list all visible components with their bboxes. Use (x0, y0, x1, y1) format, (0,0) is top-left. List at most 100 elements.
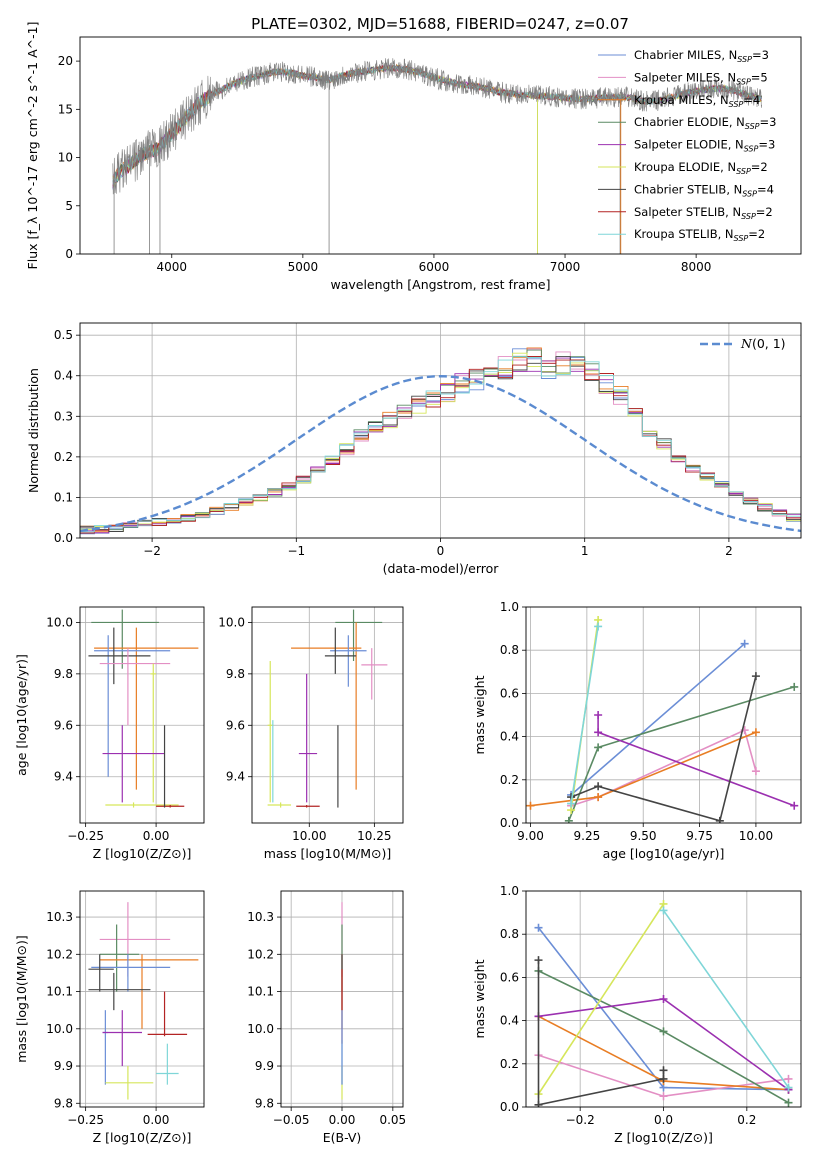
weight-line-salpeter_miles (570, 728, 757, 807)
spectrum-legend: Chabrier MILES, NSSP=3 Salpeter MILES, NS… (598, 48, 776, 243)
weight-marker (784, 1074, 793, 1083)
weight-line-salpeter_elodie (597, 715, 795, 807)
y-tick-label: 0.4 (54, 369, 73, 383)
y-tick-label: 9.8 (226, 667, 245, 681)
legend-label: Chabrier MILES, NSSP=3 (634, 48, 769, 64)
x-axis-label: Z [log10(Z/Z⊙)] (93, 1130, 192, 1145)
legend-label: Kroupa ELODIE, NSSP=2 (634, 160, 768, 176)
y-tick-label: 0.1 (54, 490, 73, 504)
y-tick-label: 1.0 (500, 884, 519, 898)
axes-frame-age_vs_mass (251, 606, 404, 824)
normal-curve (80, 374, 801, 533)
y-tick-label: 10.2 (247, 947, 274, 961)
weight-marker (751, 767, 760, 776)
weight-line-kroupa_stelib (662, 909, 790, 1089)
figure-layer: PLATE=0302, MJD=51688, FIBERID=0247, z=0… (14, 15, 802, 1145)
x-tick-label: 0.00 (143, 829, 170, 843)
y-tick-label: 0 (65, 247, 73, 261)
weight-marker (784, 1098, 793, 1107)
y-tick-label: 10.0 (46, 1022, 73, 1036)
y-axis-label: mass [log10(M/M⊙)] (14, 935, 29, 1063)
x-tick-label: 0.2 (737, 1113, 756, 1127)
weight-marker (534, 923, 543, 932)
x-tick-label: 5000 (288, 260, 319, 274)
y-tick-label: 0.5 (54, 328, 73, 342)
x-tick-label: 8000 (681, 260, 712, 274)
weight-marker (659, 1066, 668, 1075)
x-axis-label: (data-model)/error (383, 561, 500, 576)
legend-label: Chabrier STELIB, NSSP=4 (634, 182, 774, 198)
legend-label: Salpeter ELODIE, NSSP=3 (634, 138, 775, 154)
y-tick-label: 1.0 (500, 600, 519, 614)
axes-age_vs_Z: −0.25 0.00 9.4 9.6 9.8 10.0 (46, 607, 204, 843)
y-tick-label: 0.4 (500, 1014, 519, 1028)
axes-frame-residuals (79, 322, 802, 539)
y-tick-label: 10.0 (247, 1022, 274, 1036)
weight-line-chabrier_elodie (568, 686, 795, 822)
axes-frame-weight_vs_age (525, 606, 802, 824)
x-tick-label: 4000 (156, 260, 187, 274)
y-axis-label: Normed distribution (26, 368, 41, 493)
y-tick-label: 0.8 (500, 643, 519, 657)
x-axis-label: mass [log10(M/M⊙)] (264, 846, 392, 861)
x-axis-label: Z [log10(Z/Z⊙)] (614, 1130, 713, 1145)
x-tick-label: 7000 (550, 260, 581, 274)
weight-marker (567, 799, 576, 808)
y-axis-label: age [log10(age/yr)] (14, 654, 29, 776)
y-tick-label: 15 (58, 102, 73, 116)
x-tick-label: 9.00 (517, 829, 544, 843)
axes-weight_vs_Z: −0.2 0.0 0.2 0.0 0.2 0.4 0.6 0.8 1.0 (500, 884, 801, 1127)
weight-marker (659, 1092, 668, 1101)
x-tick-label: 0.00 (143, 1113, 170, 1127)
axes-frame-spectrum (79, 36, 802, 255)
axes-frame-weight_vs_Z (525, 890, 802, 1108)
weight-marker (594, 793, 603, 802)
y-tick-label: 0.6 (500, 970, 519, 984)
weight-line-chabrier_stelib (537, 960, 665, 1106)
y-tick-label: 9.9 (54, 1059, 73, 1073)
x-tick-label: 10.25 (357, 829, 391, 843)
legend-label: Chabrier ELODIE, NSSP=3 (634, 115, 776, 131)
y-tick-label: 10.3 (247, 910, 274, 924)
y-tick-label: 9.6 (54, 718, 73, 732)
y-tick-label: 0.2 (54, 450, 73, 464)
axes-spectrum: 4000 5000 6000 7000 8000 0 5 10 15 20 (58, 54, 712, 274)
x-tick-label: 0 (437, 544, 445, 558)
weight-marker (594, 782, 603, 791)
y-tick-label: 10.0 (46, 615, 73, 629)
axes-mass_vs_ebv: −0.05 0.00 0.05 9.8 9.9 10.0 10.1 10.2 10.3 (247, 891, 406, 1127)
x-axis-label: Z [log10(Z/Z⊙)] (93, 846, 192, 861)
weight-marker (594, 728, 603, 737)
axes-weight_vs_age: 9.00 9.25 9.50 9.75 10.00 0.0 0.2 0.4 0.6 0.8 1.0 (500, 600, 801, 843)
x-tick-label: 2 (725, 544, 733, 558)
weight-marker (790, 682, 799, 691)
y-tick-label: 0.0 (54, 531, 73, 545)
x-tick-label: −0.25 (67, 1113, 104, 1127)
weight-marker (751, 672, 760, 681)
weight-marker (715, 816, 724, 823)
y-tick-label: 10.2 (46, 947, 73, 961)
weight-marker (534, 1100, 543, 1107)
y-tick-label: 9.9 (255, 1059, 274, 1073)
weight-line-kroupa_elodie (537, 903, 665, 1095)
errorbar-area-mass_vs_Z (88, 902, 199, 1100)
errorbar-area-age_vs_Z (88, 609, 199, 808)
x-tick-label: 10.00 (739, 829, 773, 843)
y-tick-label: 9.8 (54, 667, 73, 681)
y-tick-label: 0.0 (500, 816, 519, 830)
y-tick-label: 9.4 (54, 770, 73, 784)
weight-marker (659, 906, 668, 915)
weight-marker (534, 956, 543, 965)
weight-marker (751, 728, 760, 737)
x-tick-label: −0.2 (566, 1113, 595, 1127)
y-tick-label: 0.6 (500, 686, 519, 700)
weight-marker (526, 801, 535, 810)
y-axis-label: Flux [f_λ 10^-17 erg cm^-2 s^-1 A^-1] (25, 22, 40, 270)
y-tick-label: 5 (65, 199, 73, 213)
y-tick-label: 10 (58, 151, 73, 165)
spectrum-data-line (112, 58, 762, 195)
weight-line-chabrier_miles (570, 643, 746, 796)
weight-area-weight_vs_Z (534, 899, 793, 1107)
x-tick-label: 9.50 (630, 829, 657, 843)
legend-label: N(0, 1) (740, 336, 786, 351)
